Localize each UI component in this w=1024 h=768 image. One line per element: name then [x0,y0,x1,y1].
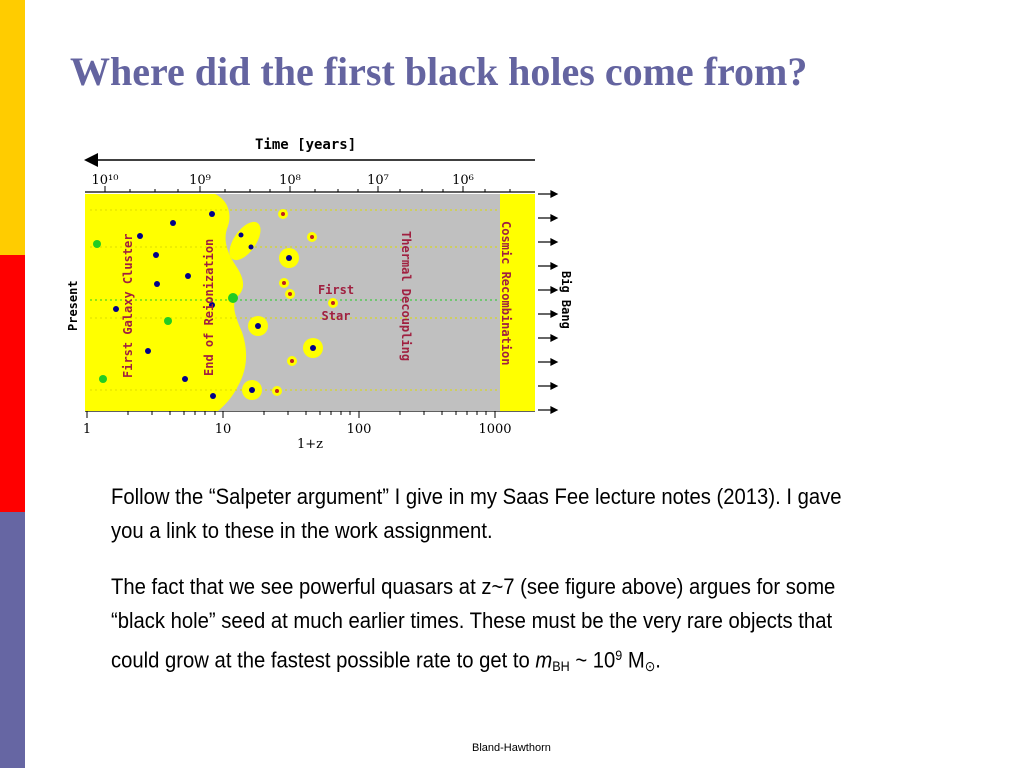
sun-symbol: ⊙ [644,658,656,675]
decor-strip-yellow [0,0,25,255]
label-end-of-reionization: End of Reionization [202,239,216,376]
early-objects [229,209,338,400]
time-axis-label: Time [years] [255,137,356,153]
paragraph-quasars: The fact that we see powerful quasars at… [111,570,876,683]
label-first-galaxy-cluster: First Galaxy Cluster [121,234,135,379]
label-first-star-line1: First [318,283,354,297]
label-first-star-line2: Star [322,309,351,323]
galaxies [93,211,238,399]
time-tick: 10⁸ [279,173,301,188]
mass-symbol: m [535,647,553,673]
recombination-band [500,194,535,411]
redshift-axis-label: 1+z [297,437,323,452]
label-cosmic-recombination: Cosmic Recombination [499,221,513,366]
approx-text: ~ 10 [569,647,616,673]
redshift-tick: 100 [347,422,372,437]
horizontal-guides [90,209,500,391]
paragraph-quasars-text: The fact that we see powerful quasars at… [111,574,836,673]
redshift-tick: 1 [83,422,91,437]
paragraph-salpeter: Follow the “Salpeter argument” I give in… [111,484,842,543]
redshift-tick: 1000 [478,422,511,437]
time-tick: 10¹⁰ [92,173,119,188]
footer-author: Bland-Hawthorn [472,742,551,754]
slide-body: Follow the “Salpeter argument” I give in… [111,480,876,705]
label-thermal-decoupling: Thermal Decoupling [399,231,413,361]
label-big-bang: Big Bang [559,271,573,329]
redshift-tick: 10 [215,422,232,437]
time-tick: 10⁷ [367,173,389,188]
time-arrow-head [84,153,98,167]
time-tick: 10⁶ [452,173,474,188]
reionized-region [85,194,247,411]
decor-strip-red [0,255,25,512]
exponent: 9 [615,647,623,663]
period: . [655,647,661,673]
time-tick: 10⁹ [189,173,211,188]
decor-strip-purple [0,512,25,768]
bottom-minor-ticks [86,411,496,418]
label-present: Present [66,280,80,331]
big-bang-arrows [538,190,559,414]
mass-subscript: BH [552,658,570,675]
cosmic-history-figure: Time [years] 10¹⁰ 10⁹ 10⁸ 10⁷ 10⁶ [66,137,573,452]
solar-mass-symbol: M [622,647,645,673]
slide-title: Where did the first black holes come fro… [70,49,808,94]
top-minor-ticks [104,186,511,192]
